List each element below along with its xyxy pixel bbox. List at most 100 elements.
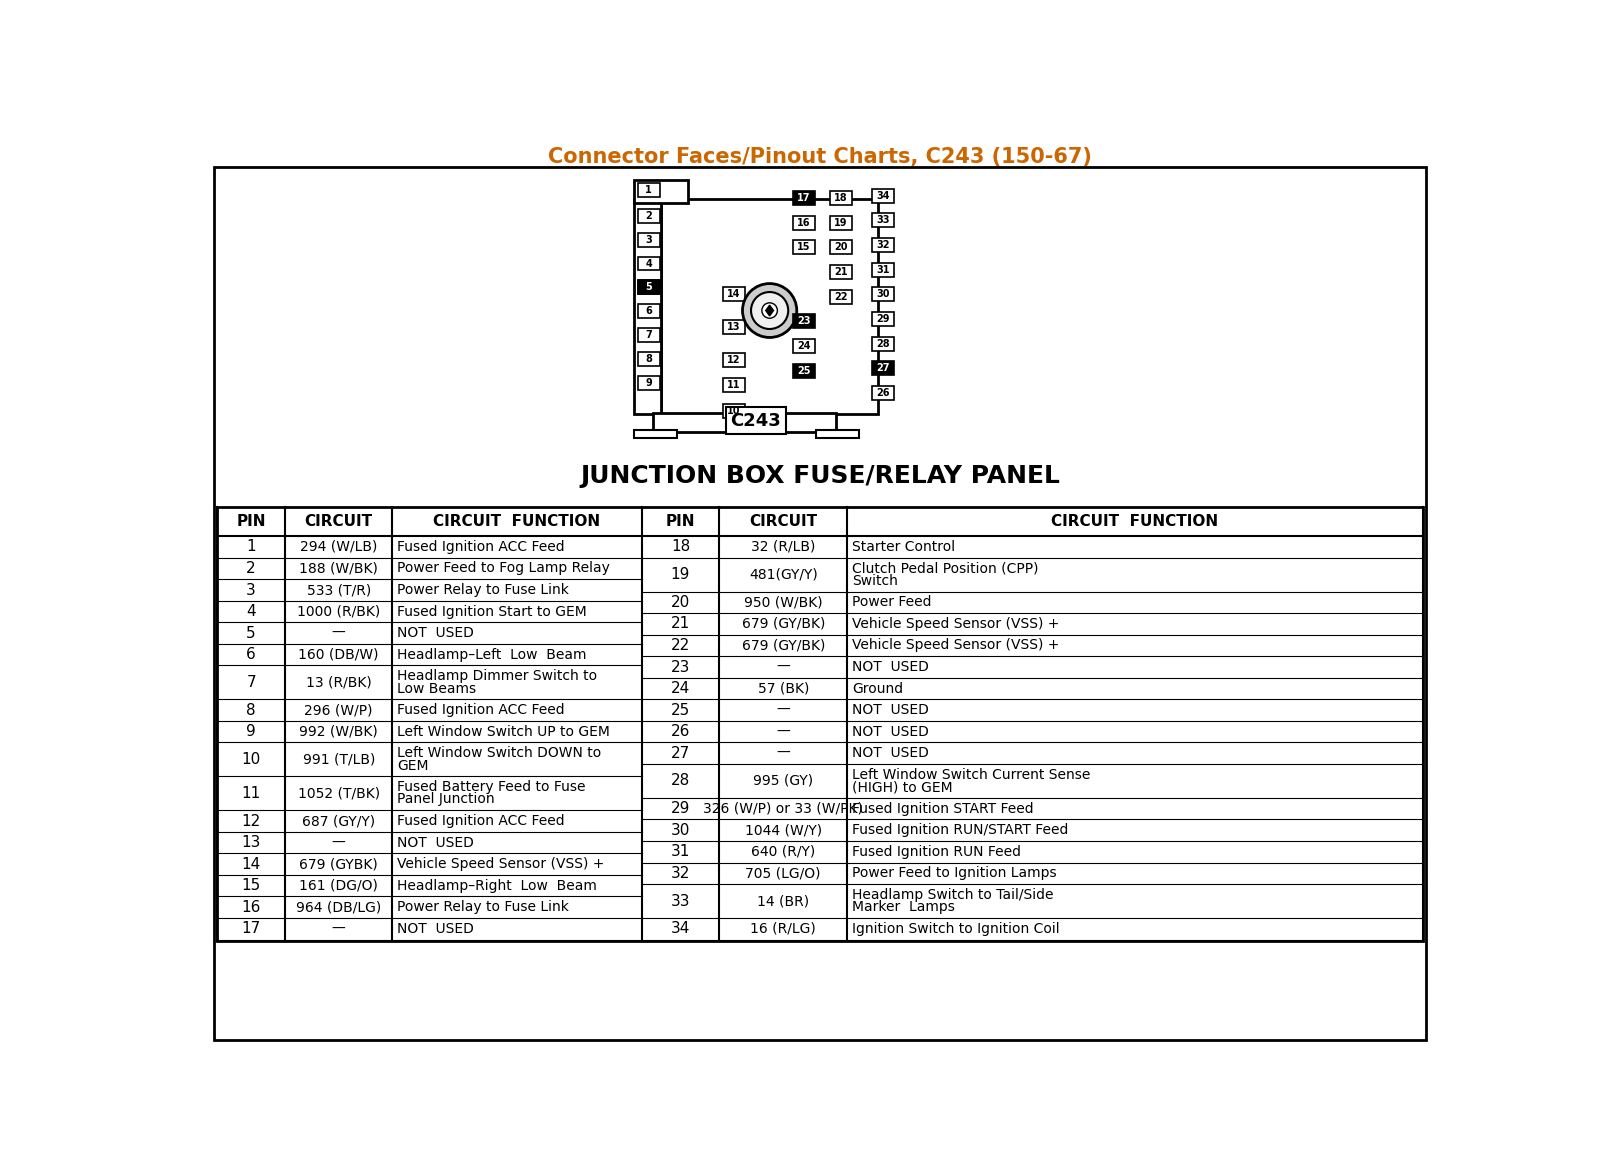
Text: 33: 33 xyxy=(877,215,890,226)
Bar xyxy=(218,507,1422,941)
Text: Power Relay to Fuse Link: Power Relay to Fuse Link xyxy=(397,583,568,597)
Text: 533 (T/R): 533 (T/R) xyxy=(307,583,371,597)
Text: Fused Ignition START Feed: Fused Ignition START Feed xyxy=(851,802,1034,816)
Text: Fused Ignition ACC Feed: Fused Ignition ACC Feed xyxy=(397,703,565,717)
Text: 22: 22 xyxy=(834,292,848,302)
Text: 27: 27 xyxy=(670,746,690,761)
Text: CIRCUIT: CIRCUIT xyxy=(304,514,373,529)
Text: Marker  Lamps: Marker Lamps xyxy=(851,901,955,914)
Text: 679 (GYBK): 679 (GYBK) xyxy=(299,857,378,871)
Bar xyxy=(638,328,659,342)
Text: 705 (LG/O): 705 (LG/O) xyxy=(746,867,821,881)
Text: —: — xyxy=(776,660,790,674)
Text: 14: 14 xyxy=(728,289,741,300)
Bar xyxy=(872,214,894,227)
Text: 991 (T/LB): 991 (T/LB) xyxy=(302,753,374,767)
Text: 28: 28 xyxy=(670,774,690,788)
Text: Headlamp–Left  Low  Beam: Headlamp–Left Low Beam xyxy=(397,648,586,662)
Text: 29: 29 xyxy=(877,314,890,325)
Text: 26: 26 xyxy=(670,724,690,740)
Text: CIRCUIT  FUNCTION: CIRCUIT FUNCTION xyxy=(1051,514,1219,529)
Bar xyxy=(638,209,659,222)
Text: Headlamp Dimmer Switch to: Headlamp Dimmer Switch to xyxy=(397,669,597,683)
Text: 6: 6 xyxy=(645,306,653,316)
Text: 2: 2 xyxy=(246,561,256,576)
Text: 296 (W/P): 296 (W/P) xyxy=(304,703,373,717)
Text: 20: 20 xyxy=(834,242,848,253)
Circle shape xyxy=(742,283,797,338)
Text: Headlamp Switch to Tail/Side: Headlamp Switch to Tail/Side xyxy=(851,888,1053,902)
Text: 26: 26 xyxy=(877,388,890,397)
Text: 6: 6 xyxy=(246,647,256,662)
Text: 15: 15 xyxy=(797,242,811,253)
Text: 12: 12 xyxy=(728,355,741,365)
Text: 18: 18 xyxy=(834,193,848,203)
Text: —: — xyxy=(776,747,790,760)
Bar xyxy=(723,287,746,301)
Bar xyxy=(794,363,814,377)
Text: 7: 7 xyxy=(645,330,653,340)
Bar xyxy=(794,314,814,328)
Text: 1: 1 xyxy=(645,186,653,195)
Text: NOT  USED: NOT USED xyxy=(851,660,928,674)
Text: 1052 (T/BK): 1052 (T/BK) xyxy=(298,787,379,801)
Text: Vehicle Speed Sensor (VSS) +: Vehicle Speed Sensor (VSS) + xyxy=(397,857,605,871)
Circle shape xyxy=(762,302,778,319)
Text: Power Feed to Ignition Lamps: Power Feed to Ignition Lamps xyxy=(851,867,1056,881)
Text: 20: 20 xyxy=(670,595,690,610)
Bar xyxy=(830,216,851,229)
Text: Panel Junction: Panel Junction xyxy=(397,793,494,807)
Text: Power Feed to Fog Lamp Relay: Power Feed to Fog Lamp Relay xyxy=(397,561,610,575)
Bar xyxy=(872,386,894,400)
Text: NOT  USED: NOT USED xyxy=(851,747,928,760)
Text: GEM: GEM xyxy=(397,759,429,773)
Text: 16 (R/LG): 16 (R/LG) xyxy=(750,922,816,936)
Bar xyxy=(830,240,851,254)
Text: Fused Ignition Start to GEM: Fused Ignition Start to GEM xyxy=(397,604,587,619)
Text: —: — xyxy=(331,836,346,849)
Text: 27: 27 xyxy=(877,363,890,373)
Text: 19: 19 xyxy=(834,218,848,228)
Text: 15: 15 xyxy=(242,878,261,894)
Bar xyxy=(638,281,659,294)
Text: Clutch Pedal Position (CPP): Clutch Pedal Position (CPP) xyxy=(851,561,1038,575)
Text: CIRCUIT  FUNCTION: CIRCUIT FUNCTION xyxy=(434,514,600,529)
Text: 30: 30 xyxy=(670,823,690,837)
Bar xyxy=(872,361,894,375)
Bar xyxy=(872,312,894,326)
Bar xyxy=(794,216,814,229)
Text: Headlamp–Right  Low  Beam: Headlamp–Right Low Beam xyxy=(397,878,597,893)
Text: 1: 1 xyxy=(246,540,256,554)
Circle shape xyxy=(750,292,789,329)
Text: Low Beams: Low Beams xyxy=(397,682,475,695)
Text: Left Window Switch Current Sense: Left Window Switch Current Sense xyxy=(851,768,1090,782)
Text: Ignition Switch to Ignition Coil: Ignition Switch to Ignition Coil xyxy=(851,922,1059,936)
Text: —: — xyxy=(776,703,790,717)
Text: 13: 13 xyxy=(242,835,261,850)
Text: NOT  USED: NOT USED xyxy=(851,724,928,739)
Bar xyxy=(830,265,851,279)
Text: 188 (W/BK): 188 (W/BK) xyxy=(299,561,378,575)
Text: 160 (DB/W): 160 (DB/W) xyxy=(299,648,379,662)
Text: 3: 3 xyxy=(645,235,653,245)
Text: 640 (R/Y): 640 (R/Y) xyxy=(750,844,816,858)
Text: NOT  USED: NOT USED xyxy=(397,626,474,640)
Text: 21: 21 xyxy=(670,616,690,632)
Text: JUNCTION BOX FUSE/RELAY PANEL: JUNCTION BOX FUSE/RELAY PANEL xyxy=(581,465,1059,488)
Text: —: — xyxy=(331,626,346,640)
Text: 8: 8 xyxy=(645,354,653,365)
Text: 14: 14 xyxy=(242,856,261,871)
Text: 31: 31 xyxy=(877,265,890,275)
Bar xyxy=(872,238,894,252)
Text: 9: 9 xyxy=(246,724,256,740)
Text: 32 (R/LB): 32 (R/LB) xyxy=(750,540,816,554)
Text: 326 (W/P) or 33 (W/PK): 326 (W/P) or 33 (W/PK) xyxy=(704,802,862,816)
Bar xyxy=(634,430,677,437)
Text: NOT  USED: NOT USED xyxy=(397,922,474,936)
Text: PIN: PIN xyxy=(666,514,696,529)
Text: Connector Faces/Pinout Charts, C243 (150-67): Connector Faces/Pinout Charts, C243 (150… xyxy=(549,147,1091,167)
Text: Switch: Switch xyxy=(851,574,898,588)
Bar xyxy=(794,240,814,254)
Text: 964 (DB/LG): 964 (DB/LG) xyxy=(296,901,381,914)
Text: 950 (W/BK): 950 (W/BK) xyxy=(744,595,822,609)
